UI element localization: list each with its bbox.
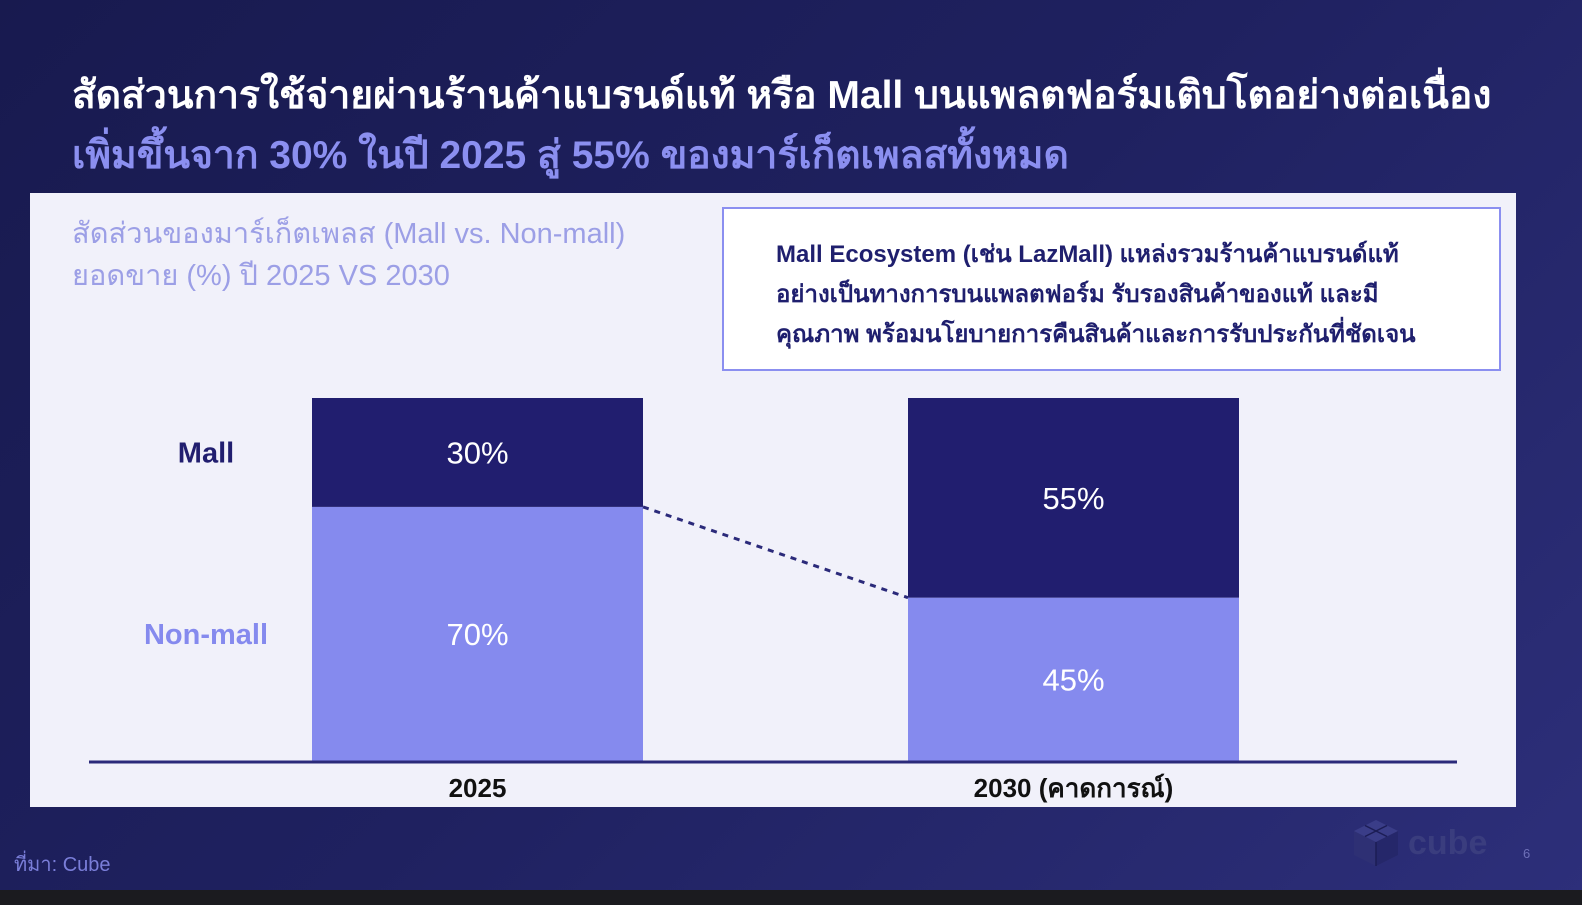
chart-subtitle: สัดส่วนของมาร์เก็ตเพลส (Mall vs. Non-mal…	[72, 213, 625, 297]
cube-logo-icon	[1354, 820, 1398, 866]
bar-non-mall-0	[312, 506, 643, 761]
stacked-bar-chart: 70% 30% 2025 45% 55% 2030 (คาดการณ์) Mall Non-m…	[89, 398, 1457, 803]
source-note: ที่มา: Cube	[14, 854, 111, 876]
cube-logo-text: cube	[1408, 823, 1488, 862]
info-callout: Mall Ecosystem (เช่น LazMall) แหล่งรวมร้…	[722, 207, 1501, 371]
bar-mall-1	[908, 398, 1239, 598]
bar-mall-0	[312, 398, 643, 507]
legend-mall: Mall	[178, 437, 234, 469]
bottom-strip	[0, 890, 1582, 905]
page-number: 6	[1523, 846, 1531, 861]
bar-label-mall-0: 30%	[446, 435, 508, 470]
info-line-3: คุณภาพ พร้อมนโยบายการคืนสินค้าและการรับป…	[776, 321, 1416, 348]
bar-label-non-mall-0: 70%	[446, 617, 508, 652]
legend-non-mall: Non-mall	[144, 619, 268, 651]
chart-panel: สัดส่วนของมาร์เก็ตเพลส (Mall vs. Non-mal…	[30, 193, 1516, 807]
connector-dashed-line	[642, 505, 909, 600]
chart-subtitle-line1: สัดส่วนของมาร์เก็ตเพลส (Mall vs. Non-mal…	[72, 218, 626, 250]
bar-label-mall-1: 55%	[1042, 481, 1104, 516]
x-tick-label-0: 2025	[449, 773, 507, 803]
page-subtitle-highlight: เพิ่มขึ้นจาก 30% ในปี 2025 สู่ 55% ของมา…	[72, 134, 1069, 177]
info-line-1: Mall Ecosystem (เช่น LazMall) แหล่งรวมร้…	[776, 241, 1399, 268]
bar-non-mall-1	[908, 597, 1239, 761]
cube-logo: cube	[1350, 818, 1487, 868]
bar-label-non-mall-1: 45%	[1042, 662, 1104, 697]
chart-subtitle-line2: ยอดขาย (%) ปี 2025 VS 2030	[72, 260, 450, 292]
x-tick-label-1: 2030 (คาดการณ์)	[974, 773, 1174, 803]
page-title: สัดส่วนการใช้จ่ายผ่านร้านค้าแบรนด์แท้ หร…	[72, 74, 1492, 117]
info-line-2: อย่างเป็นทางการบนแพลตฟอร์ม รับรองสินค้าข…	[776, 281, 1379, 308]
